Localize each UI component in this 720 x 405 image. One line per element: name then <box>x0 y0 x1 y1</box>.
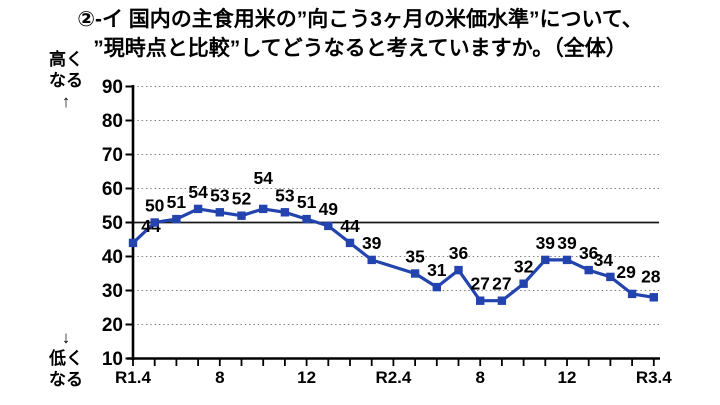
data-point-label: 51 <box>167 192 187 212</box>
data-point-label: 39 <box>362 233 382 253</box>
data-point-label: 54 <box>253 168 273 188</box>
data-point-label: 32 <box>514 257 534 277</box>
data-point-marker <box>324 221 333 231</box>
data-point-label: 53 <box>210 185 230 205</box>
down-arrow-icon: ↓ <box>61 328 71 347</box>
y-axis-tick-label: 20 <box>102 315 123 336</box>
data-point-marker <box>497 296 507 305</box>
x-axis-tick-label: 12 <box>297 368 316 387</box>
data-point-marker <box>172 214 181 224</box>
data-point-label: 54 <box>188 182 208 202</box>
data-point-label: 52 <box>232 189 252 209</box>
y-axis-low-direction-label: ↓ 低く なる <box>42 327 90 390</box>
chart-title: ②-イ 国内の主食用米の”向こう3ヶ月の米価水準”について、 ”現時点と比較”し… <box>0 5 720 63</box>
data-point-marker <box>454 265 463 275</box>
y-axis-high-text-2: なる <box>49 71 83 90</box>
y-axis-tick-label: 30 <box>102 281 123 302</box>
data-point-marker <box>237 211 246 220</box>
x-axis-tick-label: 12 <box>558 368 577 387</box>
y-axis-tick-label: 80 <box>102 111 123 132</box>
data-point-label: 35 <box>405 247 425 267</box>
data-point-label: 53 <box>275 185 295 205</box>
y-axis-low-text-1: 低く <box>49 349 83 368</box>
data-point-label: 49 <box>319 199 339 219</box>
data-point-label: 28 <box>641 266 661 286</box>
x-axis-tick-label: R1.4 <box>115 368 151 387</box>
data-point-marker <box>541 255 550 265</box>
data-point-marker <box>302 214 311 224</box>
data-point-marker <box>584 265 593 275</box>
data-point-label: 36 <box>579 243 599 263</box>
data-point-label: 27 <box>492 274 511 294</box>
y-axis-high-text-1: 高く <box>49 50 83 69</box>
y-axis-low-text-2: なる <box>49 370 83 389</box>
data-point-marker <box>627 289 637 299</box>
y-axis-high-direction-label: 高く なる ↑ <box>42 49 90 112</box>
y-axis-tick-label: 50 <box>102 213 123 234</box>
y-axis-tick-label: 10 <box>102 349 123 370</box>
data-point-marker <box>215 208 224 217</box>
data-point-marker <box>280 208 290 217</box>
data-point-label: 39 <box>557 233 577 253</box>
data-point-marker <box>128 238 138 248</box>
data-point-label: 39 <box>536 233 556 253</box>
x-axis-tick-label: R3.4 <box>636 368 672 387</box>
y-axis-tick-label: 40 <box>102 247 123 268</box>
data-point-label: 44 <box>340 216 360 236</box>
x-axis-tick-label: R2.4 <box>375 368 411 387</box>
data-point-marker <box>410 269 420 278</box>
data-point-marker <box>519 279 528 288</box>
data-point-label: 34 <box>594 250 614 270</box>
data-point-marker <box>345 238 355 248</box>
x-axis-tick-label: 8 <box>475 368 484 387</box>
data-point-marker <box>649 293 658 302</box>
y-axis-tick-label: 70 <box>102 145 123 166</box>
data-point-marker <box>367 255 376 265</box>
data-point-marker <box>150 218 159 227</box>
data-point-label: 36 <box>449 243 469 263</box>
data-point-label: 29 <box>616 262 636 282</box>
data-point-marker <box>562 255 572 265</box>
chart-title-line2: ”現時点と比較”してどうなると考えていますか。（全体） <box>93 37 627 60</box>
data-point-label: 50 <box>145 196 165 216</box>
data-point-label: 27 <box>470 274 489 294</box>
data-point-marker <box>606 272 615 282</box>
data-point-marker <box>193 204 203 214</box>
y-axis-tick-label: 60 <box>102 179 123 200</box>
data-point-marker <box>432 282 441 292</box>
up-arrow-icon: ↑ <box>61 92 71 111</box>
data-point-label: 31 <box>427 260 447 280</box>
data-point-marker <box>476 296 485 305</box>
data-point-marker <box>259 204 268 214</box>
chart-title-line1: ②-イ 国内の主食用米の”向こう3ヶ月の米価水準”について、 <box>77 8 643 31</box>
data-point-label: 51 <box>297 192 317 212</box>
y-axis-tick-label: 90 <box>102 77 123 98</box>
x-axis-tick-label: 8 <box>215 368 224 387</box>
